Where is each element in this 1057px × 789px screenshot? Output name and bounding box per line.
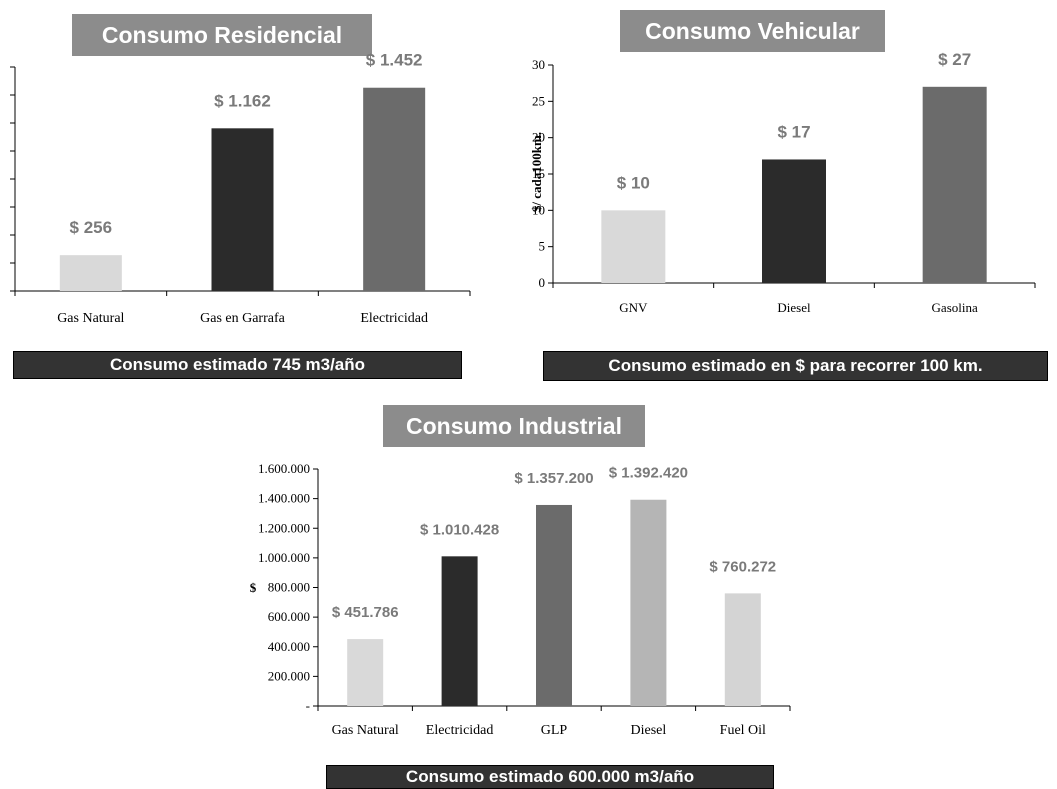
caption-vehicular: Consumo estimado en $ para recorrer 100 … [543,351,1048,381]
category-label-industrial-3: Diesel [631,723,667,738]
y-tick-label-industrial: 1.600.000 [258,461,310,476]
y-axis-label-industrial: $ [250,580,257,595]
bar-vehicular-0 [601,210,666,283]
value-label-industrial-3: $ 1.392.420 [609,465,688,482]
value-label-vehicular-1: $ 17 [777,122,810,141]
y-tick-label-industrial: 1.200.000 [258,520,310,535]
bar-residencial-0 [59,255,122,291]
category-label-residencial-2: Electricidad [360,311,428,326]
category-label-vehicular-0: GNV [619,300,648,315]
y-tick-label-industrial: 800.000 [268,580,310,595]
value-label-residencial-1: $ 1.162 [214,91,271,110]
y-tick-label-industrial: 600.000 [268,609,310,624]
bar-industrial-3 [630,499,667,706]
category-label-industrial-4: Fuel Oil [720,723,766,738]
bar-vehicular-2 [922,86,987,283]
category-label-industrial-0: Gas Natural [332,723,399,738]
bar-industrial-2 [536,504,572,706]
y-tick-label-vehicular: 20 [532,130,545,145]
y-tick-label-industrial: - [306,698,310,713]
category-label-industrial-1: Electricidad [426,723,494,738]
chart-title-industrial: Consumo Industrial [383,405,645,447]
y-tick-label-industrial: 1.400.000 [258,491,310,506]
y-tick-label-industrial: 200.000 [268,668,310,683]
y-tick-label-vehicular: 25 [532,93,545,108]
chart-title-vehicular: Consumo Vehicular [620,10,885,52]
bar-residencial-2 [363,87,426,291]
y-tick-label-vehicular: 10 [532,202,545,217]
bar-residencial-1 [211,128,274,291]
category-label-vehicular-1: Diesel [777,300,811,315]
bar-vehicular-1 [762,159,826,283]
chart-title-residencial: Consumo Residencial [72,14,372,56]
caption-residencial: Consumo estimado 745 m3/año [13,351,462,379]
value-label-residencial-2: $ 1.452 [366,51,423,70]
y-axis-label-vehicular: $/ cada100km. [529,132,544,212]
category-label-residencial-0: Gas Natural [57,311,124,326]
y-tick-label-vehicular: 15 [532,166,545,181]
y-tick-label-vehicular: 0 [539,275,546,290]
category-label-industrial-2: GLP [541,723,568,738]
value-label-vehicular-2: $ 27 [938,50,971,69]
category-label-residencial-1: Gas en Garrafa [200,311,286,326]
value-label-vehicular-0: $ 10 [617,173,650,192]
caption-industrial: Consumo estimado 600.000 m3/año [326,765,774,789]
bar-industrial-0 [347,639,384,706]
y-tick-label-vehicular: 30 [532,57,545,72]
category-label-vehicular-2: Gasolina [932,300,978,315]
y-tick-label-industrial: 1.000.000 [258,550,310,565]
y-tick-label-industrial: 400.000 [268,639,310,654]
bar-industrial-4 [724,593,761,706]
value-label-industrial-1: $ 1.010.428 [420,521,499,538]
value-label-industrial-4: $ 760.272 [709,558,776,575]
bar-industrial-1 [441,556,478,706]
y-tick-label-vehicular: 5 [539,239,546,254]
value-label-industrial-2: $ 1.357.200 [514,470,593,487]
value-label-residencial-0: $ 256 [70,218,113,237]
value-label-industrial-0: $ 451.786 [332,604,399,621]
